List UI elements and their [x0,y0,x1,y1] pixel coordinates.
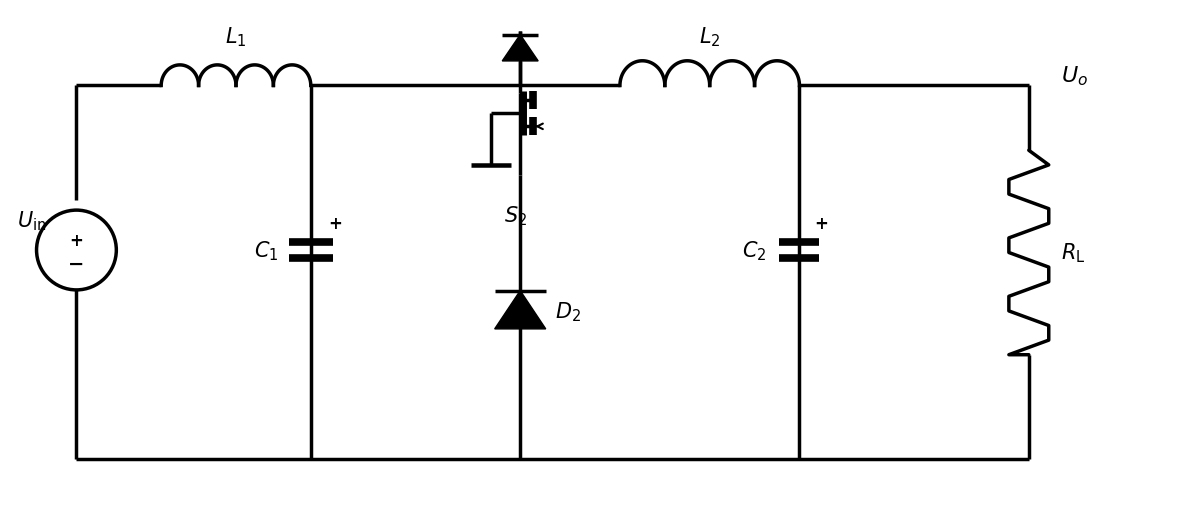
Text: $C_2$: $C_2$ [742,239,767,262]
Text: +: + [815,215,828,233]
Text: $D_2$: $D_2$ [556,300,581,324]
Text: −: − [68,254,85,273]
Text: $L_1$: $L_1$ [225,25,246,48]
Text: $R_{\rm L}$: $R_{\rm L}$ [1061,241,1085,265]
Text: $U_{\rm in}$: $U_{\rm in}$ [17,209,47,232]
Polygon shape [495,291,546,329]
Text: +: + [327,215,342,233]
Text: $L_2$: $L_2$ [699,25,721,48]
Polygon shape [502,35,538,62]
Text: $S_2$: $S_2$ [503,204,527,227]
Text: $U_o$: $U_o$ [1061,65,1087,88]
Text: $C_1$: $C_1$ [253,239,278,262]
Text: +: + [69,232,84,249]
